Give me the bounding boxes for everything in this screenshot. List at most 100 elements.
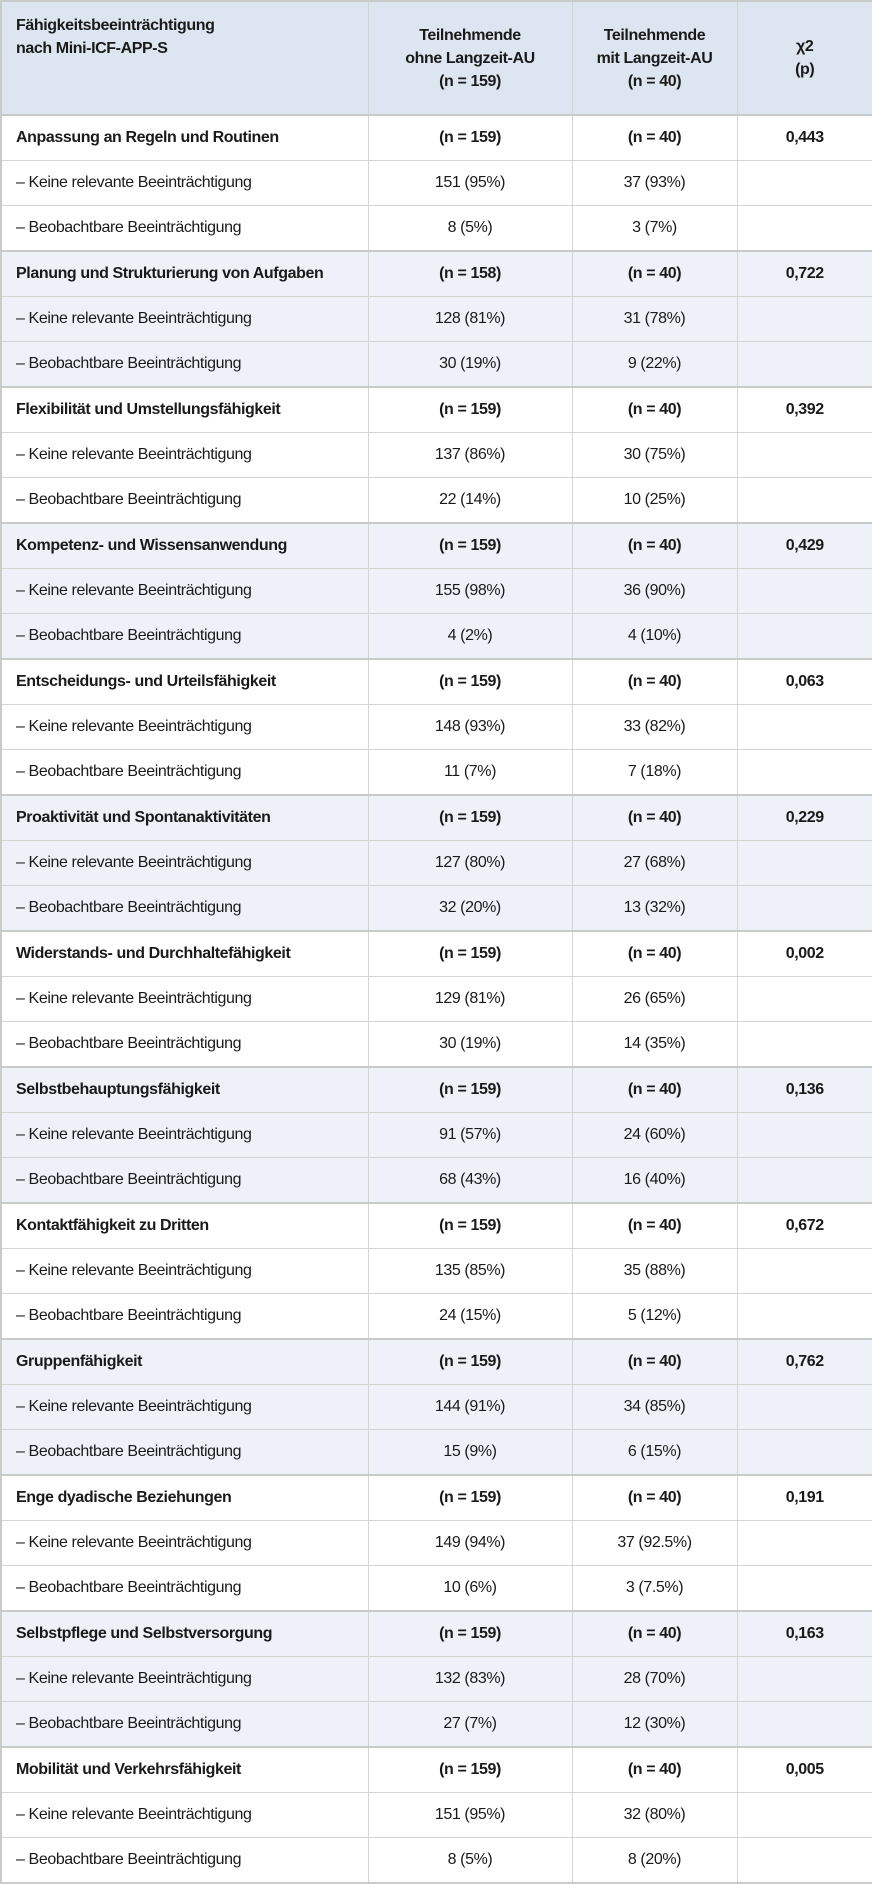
chi2-p-value: 0,392 xyxy=(736,386,872,433)
count-without-au: 8 (5%) xyxy=(367,1837,573,1884)
group-n-with-au: (n = 40) xyxy=(571,1066,738,1113)
count-without-au: 149 (94%) xyxy=(367,1520,573,1566)
table-row: – Keine relevante Beeinträchtigung 129 (8… xyxy=(0,976,872,1022)
empty-cell xyxy=(736,1701,872,1748)
group-header-row: Kompetenz- und Wissensanwendung (n = 159)… xyxy=(0,522,872,569)
empty-cell xyxy=(736,568,872,614)
group-name: Kontaktfähigkeit zu Dritten xyxy=(0,1202,369,1249)
count-without-au: 144 (91%) xyxy=(367,1384,573,1430)
row-label: – Beobachtbare Beeinträchtigung xyxy=(0,749,369,796)
chi2-p-value: 0,163 xyxy=(736,1610,872,1657)
count-with-au: 6 (15%) xyxy=(571,1429,738,1476)
empty-cell xyxy=(736,1565,872,1612)
header-row: Fähigkeitsbeeinträchtigung nach Mini-ICF… xyxy=(0,0,872,116)
count-with-au: 36 (90%) xyxy=(571,568,738,614)
count-with-au: 4 (10%) xyxy=(571,613,738,660)
count-with-au: 13 (32%) xyxy=(571,885,738,932)
group-n-without-au: (n = 159) xyxy=(367,1066,573,1113)
group-header-row: Widerstands- und Durchhaltefähigkeit (n =… xyxy=(0,930,872,977)
row-label: – Beobachtbare Beeinträchtigung xyxy=(0,1837,369,1884)
table-row: – Beobachtbare Beeinträchtigung 4 (2%) 4 (… xyxy=(0,613,872,660)
table-row: – Beobachtbare Beeinträchtigung 68 (43%) 1… xyxy=(0,1157,872,1204)
row-label: – Beobachtbare Beeinträchtigung xyxy=(0,613,369,660)
empty-cell xyxy=(736,1248,872,1294)
table-row: – Beobachtbare Beeinträchtigung 10 (6%) 3 … xyxy=(0,1565,872,1612)
group-n-without-au: (n = 159) xyxy=(367,794,573,841)
count-without-au: 127 (80%) xyxy=(367,840,573,886)
table-row: – Beobachtbare Beeinträchtigung 32 (20%) 1… xyxy=(0,885,872,932)
group-name: Entscheidungs- und Urteilsfähigkeit xyxy=(0,658,369,705)
empty-cell xyxy=(736,613,872,660)
header-text: (p) xyxy=(795,61,815,78)
chi2-p-value: 0,229 xyxy=(736,794,872,841)
empty-cell xyxy=(736,704,872,750)
header-text: Teilnehmende xyxy=(603,26,706,44)
row-label: – Keine relevante Beeinträchtigung xyxy=(0,976,369,1022)
header-text: Fähigkeitsbeeinträchtigung xyxy=(16,17,215,34)
count-with-au: 16 (40%) xyxy=(571,1157,738,1204)
count-with-au: 24 (60%) xyxy=(571,1112,738,1158)
chi2-p-value: 0,136 xyxy=(736,1066,872,1113)
table-row: – Keine relevante Beeinträchtigung 151 (9… xyxy=(0,1792,872,1838)
empty-cell xyxy=(736,1293,872,1340)
group-name: Mobilität und Verkehrsfähigkeit xyxy=(0,1746,369,1793)
group-name: Proaktivität und Spontanaktivitäten xyxy=(0,794,369,841)
header-ability: Fähigkeitsbeeinträchtigung nach Mini-ICF… xyxy=(0,0,369,116)
row-label: – Keine relevante Beeinträchtigung xyxy=(0,1520,369,1566)
empty-cell xyxy=(736,976,872,1022)
group-n-without-au: (n = 159) xyxy=(367,1338,573,1385)
chi2-p-value: 0,722 xyxy=(736,250,872,297)
group-header-row: Flexibilität und Umstellungsfähigkeit (n … xyxy=(0,386,872,433)
group-name: Flexibilität und Umstellungsfähigkeit xyxy=(0,386,369,433)
chi2-p-value: 0,002 xyxy=(736,930,872,977)
group-n-with-au: (n = 40) xyxy=(571,1610,738,1657)
group-header-row: Planung und Strukturierung von Aufgaben (… xyxy=(0,250,872,297)
group-n-with-au: (n = 40) xyxy=(571,658,738,705)
empty-cell xyxy=(736,296,872,342)
empty-cell xyxy=(736,1837,872,1884)
count-without-au: 151 (95%) xyxy=(367,160,573,206)
group-name: Planung und Strukturierung von Aufgaben xyxy=(0,250,369,297)
group-n-with-au: (n = 40) xyxy=(571,1746,738,1793)
group-n-without-au: (n = 159) xyxy=(367,658,573,705)
table-row: – Beobachtbare Beeinträchtigung 22 (14%) 1… xyxy=(0,477,872,524)
count-with-au: 3 (7.5%) xyxy=(571,1565,738,1612)
group-n-with-au: (n = 40) xyxy=(571,250,738,297)
count-with-au: 9 (22%) xyxy=(571,341,738,388)
empty-cell xyxy=(736,1157,872,1204)
group-n-without-au: (n = 159) xyxy=(367,386,573,433)
empty-cell xyxy=(736,205,872,252)
count-with-au: 35 (88%) xyxy=(571,1248,738,1294)
table-row: – Keine relevante Beeinträchtigung 144 (9… xyxy=(0,1384,872,1430)
header-without-au: Teilnehmende ohne Langzeit-AU (n = 159) xyxy=(367,0,573,116)
table-row: – Keine relevante Beeinträchtigung 155 (9… xyxy=(0,568,872,614)
row-label: – Beobachtbare Beeinträchtigung xyxy=(0,341,369,388)
group-header-row: Gruppenfähigkeit (n = 159) (n = 40) 0,762 xyxy=(0,1338,872,1385)
row-label: – Beobachtbare Beeinträchtigung xyxy=(0,1293,369,1340)
group-header-row: Anpassung an Regeln und Routinen (n = 159… xyxy=(0,114,872,161)
header-text: (n = 159) xyxy=(439,72,501,90)
chi2-p-value: 0,672 xyxy=(736,1202,872,1249)
table-row: – Keine relevante Beeinträchtigung 132 (8… xyxy=(0,1656,872,1702)
count-without-au: 11 (7%) xyxy=(367,749,573,796)
empty-cell xyxy=(736,160,872,206)
table-body: Anpassung an Regeln und Routinen (n = 159… xyxy=(0,114,872,1884)
table-row: – Keine relevante Beeinträchtigung 135 (8… xyxy=(0,1248,872,1294)
row-label: – Keine relevante Beeinträchtigung xyxy=(0,432,369,478)
row-label: – Keine relevante Beeinträchtigung xyxy=(0,160,369,206)
table-row: – Keine relevante Beeinträchtigung 148 (9… xyxy=(0,704,872,750)
table-row: – Keine relevante Beeinträchtigung 151 (9… xyxy=(0,160,872,206)
group-n-with-au: (n = 40) xyxy=(571,1474,738,1521)
header-text: (n = 40) xyxy=(627,72,682,90)
row-label: – Beobachtbare Beeinträchtigung xyxy=(0,205,369,252)
row-label: – Beobachtbare Beeinträchtigung xyxy=(0,1429,369,1476)
group-header-row: Proaktivität und Spontanaktivitäten (n = … xyxy=(0,794,872,841)
count-without-au: 135 (85%) xyxy=(367,1248,573,1294)
group-n-with-au: (n = 40) xyxy=(571,794,738,841)
count-with-au: 31 (78%) xyxy=(571,296,738,342)
group-name: Selbstpflege und Selbstversorgung xyxy=(0,1610,369,1657)
group-n-without-au: (n = 159) xyxy=(367,1746,573,1793)
empty-cell xyxy=(736,885,872,932)
count-without-au: 30 (19%) xyxy=(367,341,573,388)
table-row: – Keine relevante Beeinträchtigung 91 (57… xyxy=(0,1112,872,1158)
